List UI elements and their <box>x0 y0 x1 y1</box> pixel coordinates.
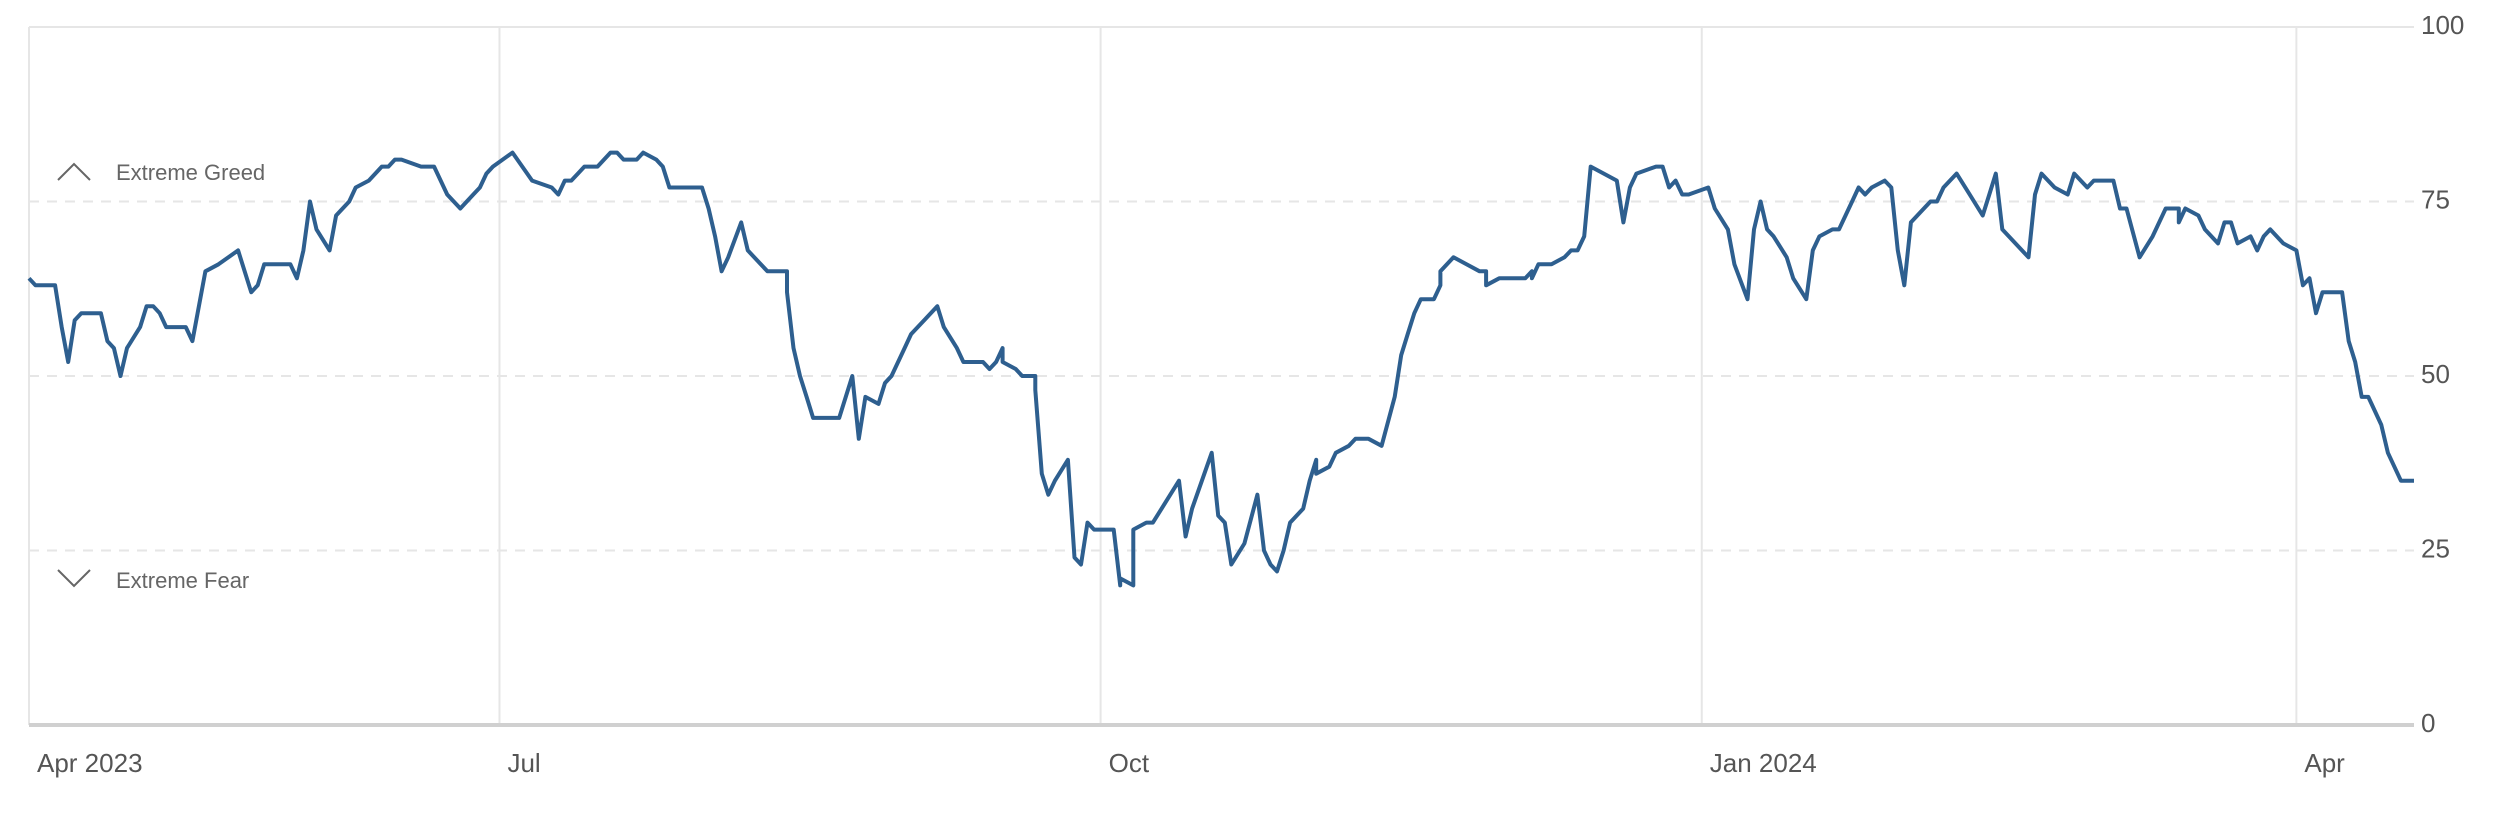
fear-greed-line <box>27 150 2414 588</box>
x-tick-label: Apr 2023 <box>37 748 143 778</box>
x-tick-label: Jul <box>507 748 540 778</box>
y-tick-label: 0 <box>2421 708 2435 738</box>
x-tick-label: Apr <box>2304 748 2345 778</box>
y-tick-label: 25 <box>2421 533 2450 563</box>
x-tick-label: Oct <box>1109 748 1150 778</box>
fear-label: Extreme Fear <box>116 568 249 593</box>
y-tick-label: 50 <box>2421 359 2450 389</box>
y-tick-label: 100 <box>2421 10 2464 40</box>
x-tick-label: Jan 2024 <box>1710 748 1817 778</box>
greed-label: Extreme Greed <box>116 160 265 185</box>
fear-icon <box>57 569 91 588</box>
y-tick-label: 75 <box>2421 184 2450 214</box>
greed-icon <box>57 162 91 181</box>
